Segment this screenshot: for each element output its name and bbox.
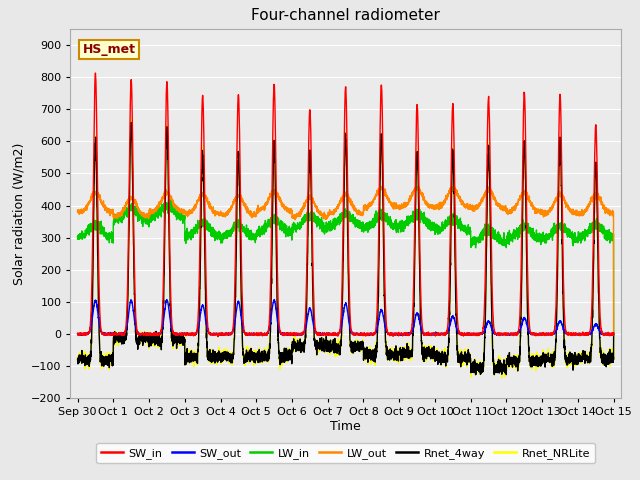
SW_in xyxy=(74,331,81,336)
Line: LW_out: LW_out xyxy=(77,186,614,334)
LW_out xyxy=(496,201,504,207)
Rnet_NRLite xyxy=(326,341,333,347)
Rnet_4way xyxy=(436,354,444,360)
Rnet_4way xyxy=(127,120,135,125)
LW_in xyxy=(170,205,178,211)
LW_in xyxy=(466,227,474,232)
Line: Rnet_NRLite: Rnet_NRLite xyxy=(77,120,614,378)
SW_out xyxy=(170,330,178,336)
Rnet_NRLite xyxy=(436,359,444,364)
LW_out xyxy=(436,204,444,210)
Rnet_NRLite xyxy=(74,354,81,360)
LW_in xyxy=(609,231,617,237)
Y-axis label: Solar radiation (W/m2): Solar radiation (W/m2) xyxy=(12,143,26,285)
SW_out xyxy=(436,331,444,336)
LW_in xyxy=(436,226,444,232)
Line: LW_in: LW_in xyxy=(77,200,614,334)
SW_in xyxy=(170,332,178,337)
SW_out xyxy=(163,297,171,302)
Text: HS_met: HS_met xyxy=(83,43,136,56)
Line: Rnet_4way: Rnet_4way xyxy=(77,122,614,375)
LW_out xyxy=(74,208,81,214)
SW_out xyxy=(326,331,333,337)
Line: SW_out: SW_out xyxy=(77,300,614,335)
SW_in xyxy=(609,332,617,338)
SW_out xyxy=(497,332,504,338)
LW_in xyxy=(326,222,333,228)
SW_in xyxy=(497,331,504,336)
SW_in xyxy=(610,331,618,336)
Rnet_4way xyxy=(609,360,617,365)
LW_out xyxy=(466,203,474,209)
LW_in xyxy=(167,197,175,203)
Legend: SW_in, SW_out, LW_in, LW_out, Rnet_4way, Rnet_NRLite: SW_in, SW_out, LW_in, LW_out, Rnet_4way,… xyxy=(97,443,595,463)
SW_in xyxy=(436,332,444,338)
LW_out xyxy=(609,211,617,217)
Rnet_4way xyxy=(170,337,178,343)
LW_out xyxy=(610,331,618,337)
Rnet_4way xyxy=(472,372,479,378)
Rnet_NRLite xyxy=(170,335,178,341)
Rnet_4way xyxy=(466,355,474,360)
Rnet_NRLite xyxy=(609,359,617,365)
LW_out xyxy=(449,183,457,189)
Rnet_NRLite xyxy=(498,375,506,381)
SW_in xyxy=(214,334,222,339)
SW_in xyxy=(326,332,333,337)
SW_out xyxy=(610,332,618,337)
SW_out xyxy=(78,332,86,338)
LW_out xyxy=(170,200,178,206)
LW_out xyxy=(326,211,333,217)
SW_in xyxy=(92,70,99,76)
Rnet_4way xyxy=(326,344,333,349)
Rnet_NRLite xyxy=(466,357,474,363)
SW_out xyxy=(609,331,617,337)
LW_in xyxy=(610,331,618,337)
SW_out xyxy=(466,332,474,337)
LW_in xyxy=(496,239,504,245)
SW_out xyxy=(74,331,81,336)
Rnet_4way xyxy=(610,330,618,336)
Rnet_4way xyxy=(74,357,81,362)
LW_in xyxy=(74,234,81,240)
SW_in xyxy=(466,330,474,336)
Rnet_NRLite xyxy=(127,117,135,122)
Title: Four-channel radiometer: Four-channel radiometer xyxy=(251,9,440,24)
X-axis label: Time: Time xyxy=(330,420,361,433)
Rnet_NRLite xyxy=(496,368,504,374)
Rnet_NRLite xyxy=(610,330,618,336)
Rnet_4way xyxy=(497,358,504,363)
Line: SW_in: SW_in xyxy=(77,73,614,336)
